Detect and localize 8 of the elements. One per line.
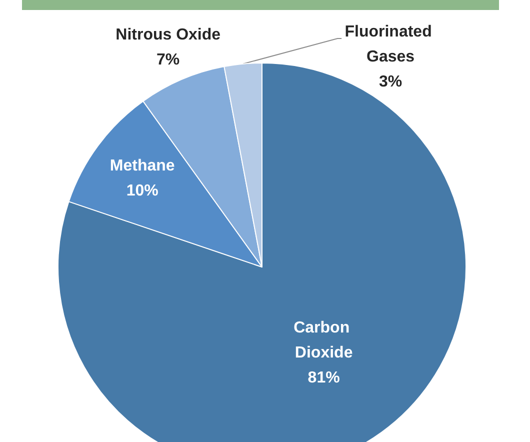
slice-label: Fluorinated Gases	[344, 23, 436, 66]
data-label: 7%	[156, 52, 180, 69]
data-label: 10%	[126, 182, 158, 200]
slice-label: Carbon Dioxide	[294, 320, 354, 362]
slice-label: Nitrous Oxide	[116, 26, 221, 44]
data-label: 3%	[378, 73, 402, 90]
data-label: 81%	[308, 370, 340, 387]
slice-label: Methane	[110, 157, 175, 174]
